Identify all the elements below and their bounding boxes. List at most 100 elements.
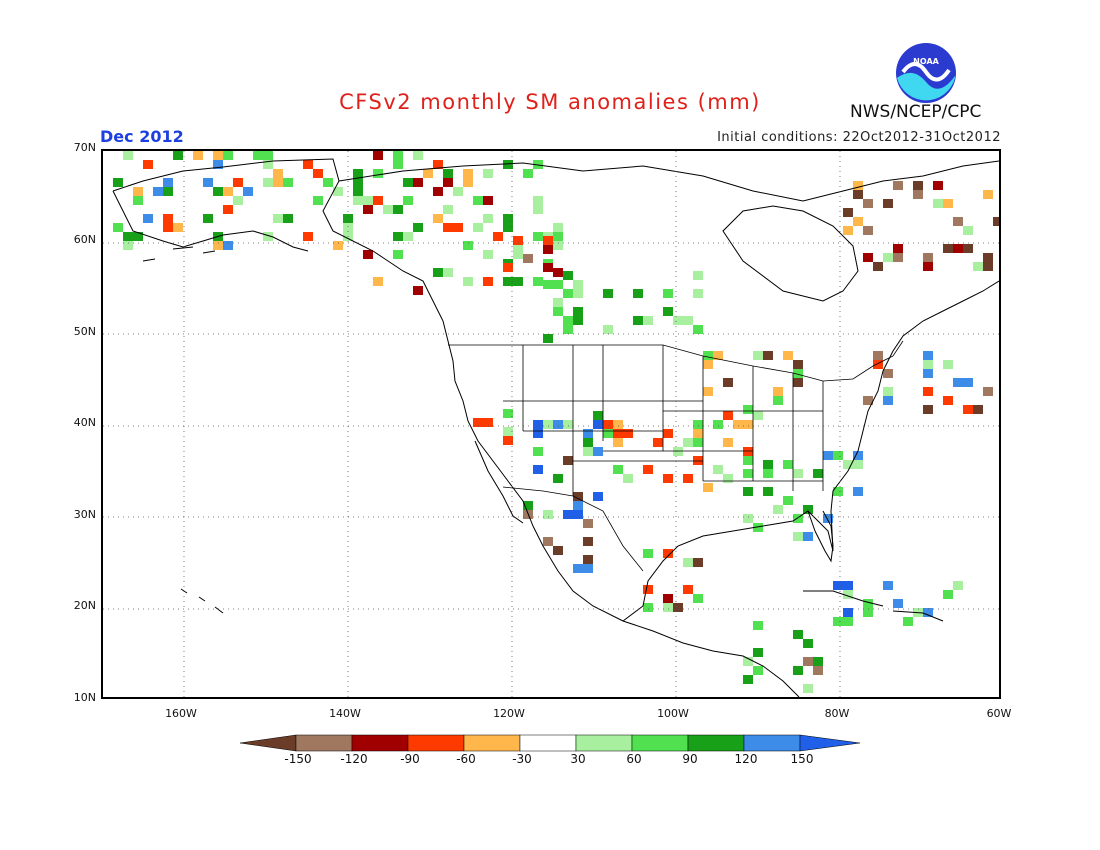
anomaly-cell (533, 205, 543, 214)
coastline-alaska (112, 158, 444, 322)
anomaly-cell (123, 232, 133, 241)
anomaly-cell (163, 223, 173, 232)
anomaly-cell (683, 585, 693, 594)
anomaly-cell (533, 465, 543, 474)
anomaly-cell (793, 378, 803, 387)
lat-label-30n: 30N (73, 508, 96, 521)
anomaly-cell (543, 263, 553, 272)
anomaly-cell (823, 514, 833, 523)
anomaly-cell (533, 232, 543, 241)
anomaly-cell (483, 214, 493, 223)
anomaly-cell (743, 456, 753, 465)
anomaly-cell (543, 510, 553, 519)
anomaly-cell (783, 496, 793, 505)
anomaly-cell (283, 178, 293, 187)
anomaly-cell (553, 241, 563, 250)
anomaly-cell (223, 151, 233, 160)
anomaly-cell (833, 487, 843, 496)
anomaly-cell (693, 325, 703, 334)
anomaly-cell (573, 510, 583, 519)
anomaly-cell (753, 351, 763, 360)
map-panel (101, 149, 1001, 699)
anomaly-cell (943, 590, 953, 599)
anomaly-cell (803, 684, 813, 693)
anomaly-cell (923, 262, 933, 271)
anomaly-cell (213, 160, 223, 169)
anomaly-cell (863, 226, 873, 235)
legend-arrow-left (240, 734, 297, 752)
anomaly-cell (373, 196, 383, 205)
anomaly-cell (503, 214, 513, 223)
legend-swatch (351, 734, 409, 752)
anomaly-cell (703, 351, 713, 360)
anomaly-cell (313, 169, 323, 178)
anomaly-cell (313, 196, 323, 205)
noaa-logo-text: NOAA (913, 57, 939, 66)
anomaly-cell (343, 223, 353, 232)
anomaly-cell (453, 223, 463, 232)
anomaly-cell (563, 271, 573, 280)
anomaly-cell (893, 253, 903, 262)
noaa-logo: NOAA (896, 43, 956, 103)
anomaly-cell (683, 316, 693, 325)
anomaly-cell (713, 465, 723, 474)
anomaly-cell (933, 199, 943, 208)
anomaly-cell (613, 429, 623, 438)
anomaly-cell (393, 160, 403, 169)
anomaly-cell (593, 420, 603, 429)
anomaly-cell (713, 351, 723, 360)
anomaly-cell (553, 223, 563, 232)
anomaly-cell (413, 178, 423, 187)
anomaly-cell (553, 307, 563, 316)
anomaly-cell (443, 178, 453, 187)
anomaly-cell (563, 316, 573, 325)
anomaly-cell (523, 501, 533, 510)
anomaly-cell (823, 451, 833, 460)
anomaly-cell (563, 325, 573, 334)
lat-label-20n: 20N (73, 599, 96, 612)
anomaly-cell (563, 289, 573, 298)
anomaly-cell (613, 420, 623, 429)
anomaly-cell (363, 250, 373, 259)
anomaly-cell (563, 456, 573, 465)
anomaly-cell (233, 196, 243, 205)
anomaly-cell (733, 420, 743, 429)
legend-swatch (407, 734, 465, 752)
legend-swatch (575, 734, 633, 752)
anomaly-cell (693, 289, 703, 298)
anomaly-cell (483, 250, 493, 259)
anomaly-cell (863, 253, 873, 262)
anomaly-cell (633, 316, 643, 325)
anomaly-cell (303, 232, 313, 241)
anomaly-cell (873, 351, 883, 360)
color-legend (240, 734, 860, 752)
anomaly-cell (843, 208, 853, 217)
legend-arrow-right (799, 734, 860, 752)
anomaly-cell (723, 411, 733, 420)
legend-swatch (463, 734, 521, 752)
anomaly-cell (543, 537, 553, 546)
legend-label-neg90: -90 (400, 752, 420, 766)
anomaly-cell (163, 178, 173, 187)
anomaly-cell (433, 214, 443, 223)
anomaly-cell (393, 151, 403, 160)
coastline-hawaii (180, 588, 224, 614)
anomaly-cell (403, 196, 413, 205)
anomaly-cell (883, 387, 893, 396)
anomaly-cell (263, 151, 273, 160)
anomaly-cell (443, 223, 453, 232)
anomaly-cell (273, 169, 283, 178)
anomaly-cell (413, 286, 423, 295)
anomaly-cell (793, 369, 803, 378)
lon-label-80w: 80W (824, 707, 850, 720)
anomaly-cell (413, 151, 423, 160)
anomaly-cell (273, 178, 283, 187)
coastline-baja (474, 440, 524, 524)
anomaly-cell (263, 160, 273, 169)
anomaly-cell (633, 289, 643, 298)
agency-label: NWS/NCEP/CPC (850, 102, 982, 122)
anomaly-cell (263, 232, 273, 241)
anomaly-cell (513, 250, 523, 259)
anomaly-cell (803, 657, 813, 666)
anomaly-cell (963, 226, 973, 235)
